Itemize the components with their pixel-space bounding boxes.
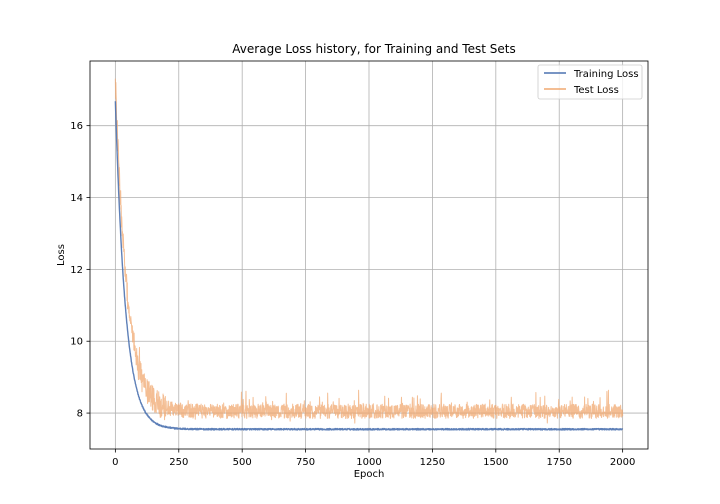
- ticks: 0 250 500 750 1000 1250 1500 1750 2000 8 10 12 14 16: [70, 121, 635, 468]
- series-line-training: [114, 101, 624, 431]
- y-tick-label: 16: [70, 121, 83, 132]
- y-axis-label: Loss: [56, 244, 67, 266]
- x-tick-label: 2000: [610, 457, 635, 468]
- legend-label-training: Training Loss: [573, 69, 639, 80]
- x-tick-label: 1750: [547, 457, 572, 468]
- y-tick-label: 10: [70, 337, 83, 348]
- y-tick-label: 14: [70, 193, 83, 204]
- x-tick-label: 750: [296, 457, 315, 468]
- x-tick-label: 250: [169, 457, 188, 468]
- y-tick-label: 12: [70, 265, 83, 276]
- x-tick-label: 1250: [420, 457, 445, 468]
- series-line-test: [114, 78, 624, 424]
- legend-label-test: Test Loss: [573, 85, 619, 96]
- x-tick-label: 1500: [483, 457, 508, 468]
- x-tick-label: 0: [112, 457, 118, 468]
- series-layer: [114, 78, 624, 431]
- x-axis-label: Epoch: [354, 469, 385, 480]
- y-tick-label: 8: [77, 409, 83, 420]
- chart-title: Average Loss history, for Training and T…: [232, 42, 515, 56]
- x-tick-label: 500: [233, 457, 252, 468]
- x-tick-label: 1000: [356, 457, 381, 468]
- legend: Training Loss Test Loss: [537, 64, 643, 100]
